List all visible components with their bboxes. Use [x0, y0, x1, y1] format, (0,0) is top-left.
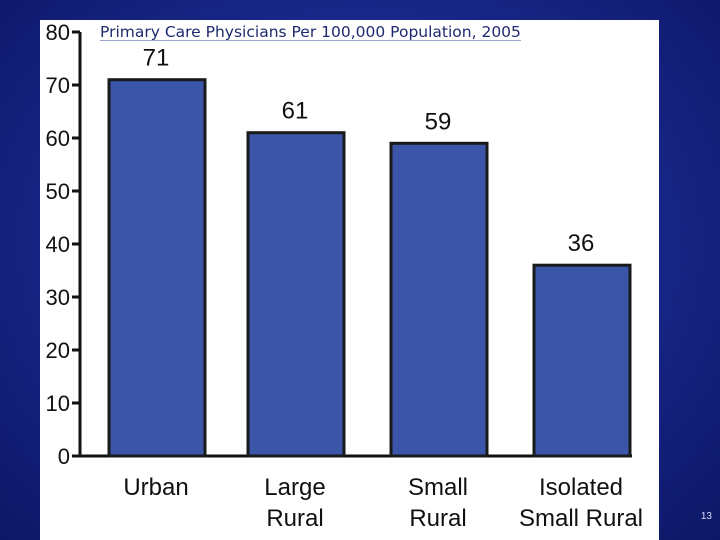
- category-label-3-0: Isolated: [539, 474, 623, 501]
- category-label-3-1: Small Rural: [519, 505, 643, 532]
- y-tick-label: 40: [46, 232, 70, 257]
- y-tick-label: 70: [46, 73, 70, 98]
- data-label-0: 71: [143, 45, 170, 72]
- bar-chart: 0 10 20 30 40 50 60 70 80 71 Urban 61 Large Rural 59 Sm…: [46, 20, 644, 532]
- bar-3: [532, 263, 632, 458]
- y-tick-label: 60: [46, 126, 70, 151]
- category-label-2-1: Rural: [409, 505, 466, 532]
- category-label-0-0: Urban: [123, 474, 188, 501]
- page-number: 13: [700, 511, 712, 522]
- data-label-3: 36: [568, 230, 595, 257]
- chart-title: Primary Care Physicians Per 100,000 Popu…: [100, 23, 521, 41]
- category-label-2-0: Small: [408, 474, 468, 501]
- category-label-1-1: Rural: [266, 505, 323, 532]
- y-tick-label: 80: [46, 20, 70, 45]
- y-tick-label: 10: [46, 391, 70, 416]
- bar-1: [246, 131, 346, 458]
- bar-2: [389, 141, 489, 458]
- data-label-2: 59: [425, 108, 452, 135]
- category-label-1-0: Large: [264, 474, 325, 501]
- y-tick-label: 0: [58, 444, 70, 469]
- chart-panel: 0 10 20 30 40 50 60 70 80 71 Urban 61 Large Rural 59 Sm…: [40, 20, 659, 540]
- y-tick-label: 50: [46, 179, 70, 204]
- bar-0: [107, 78, 207, 458]
- y-tick-label: 30: [46, 285, 70, 310]
- y-tick-label: 20: [46, 338, 70, 363]
- data-label-1: 61: [282, 98, 309, 125]
